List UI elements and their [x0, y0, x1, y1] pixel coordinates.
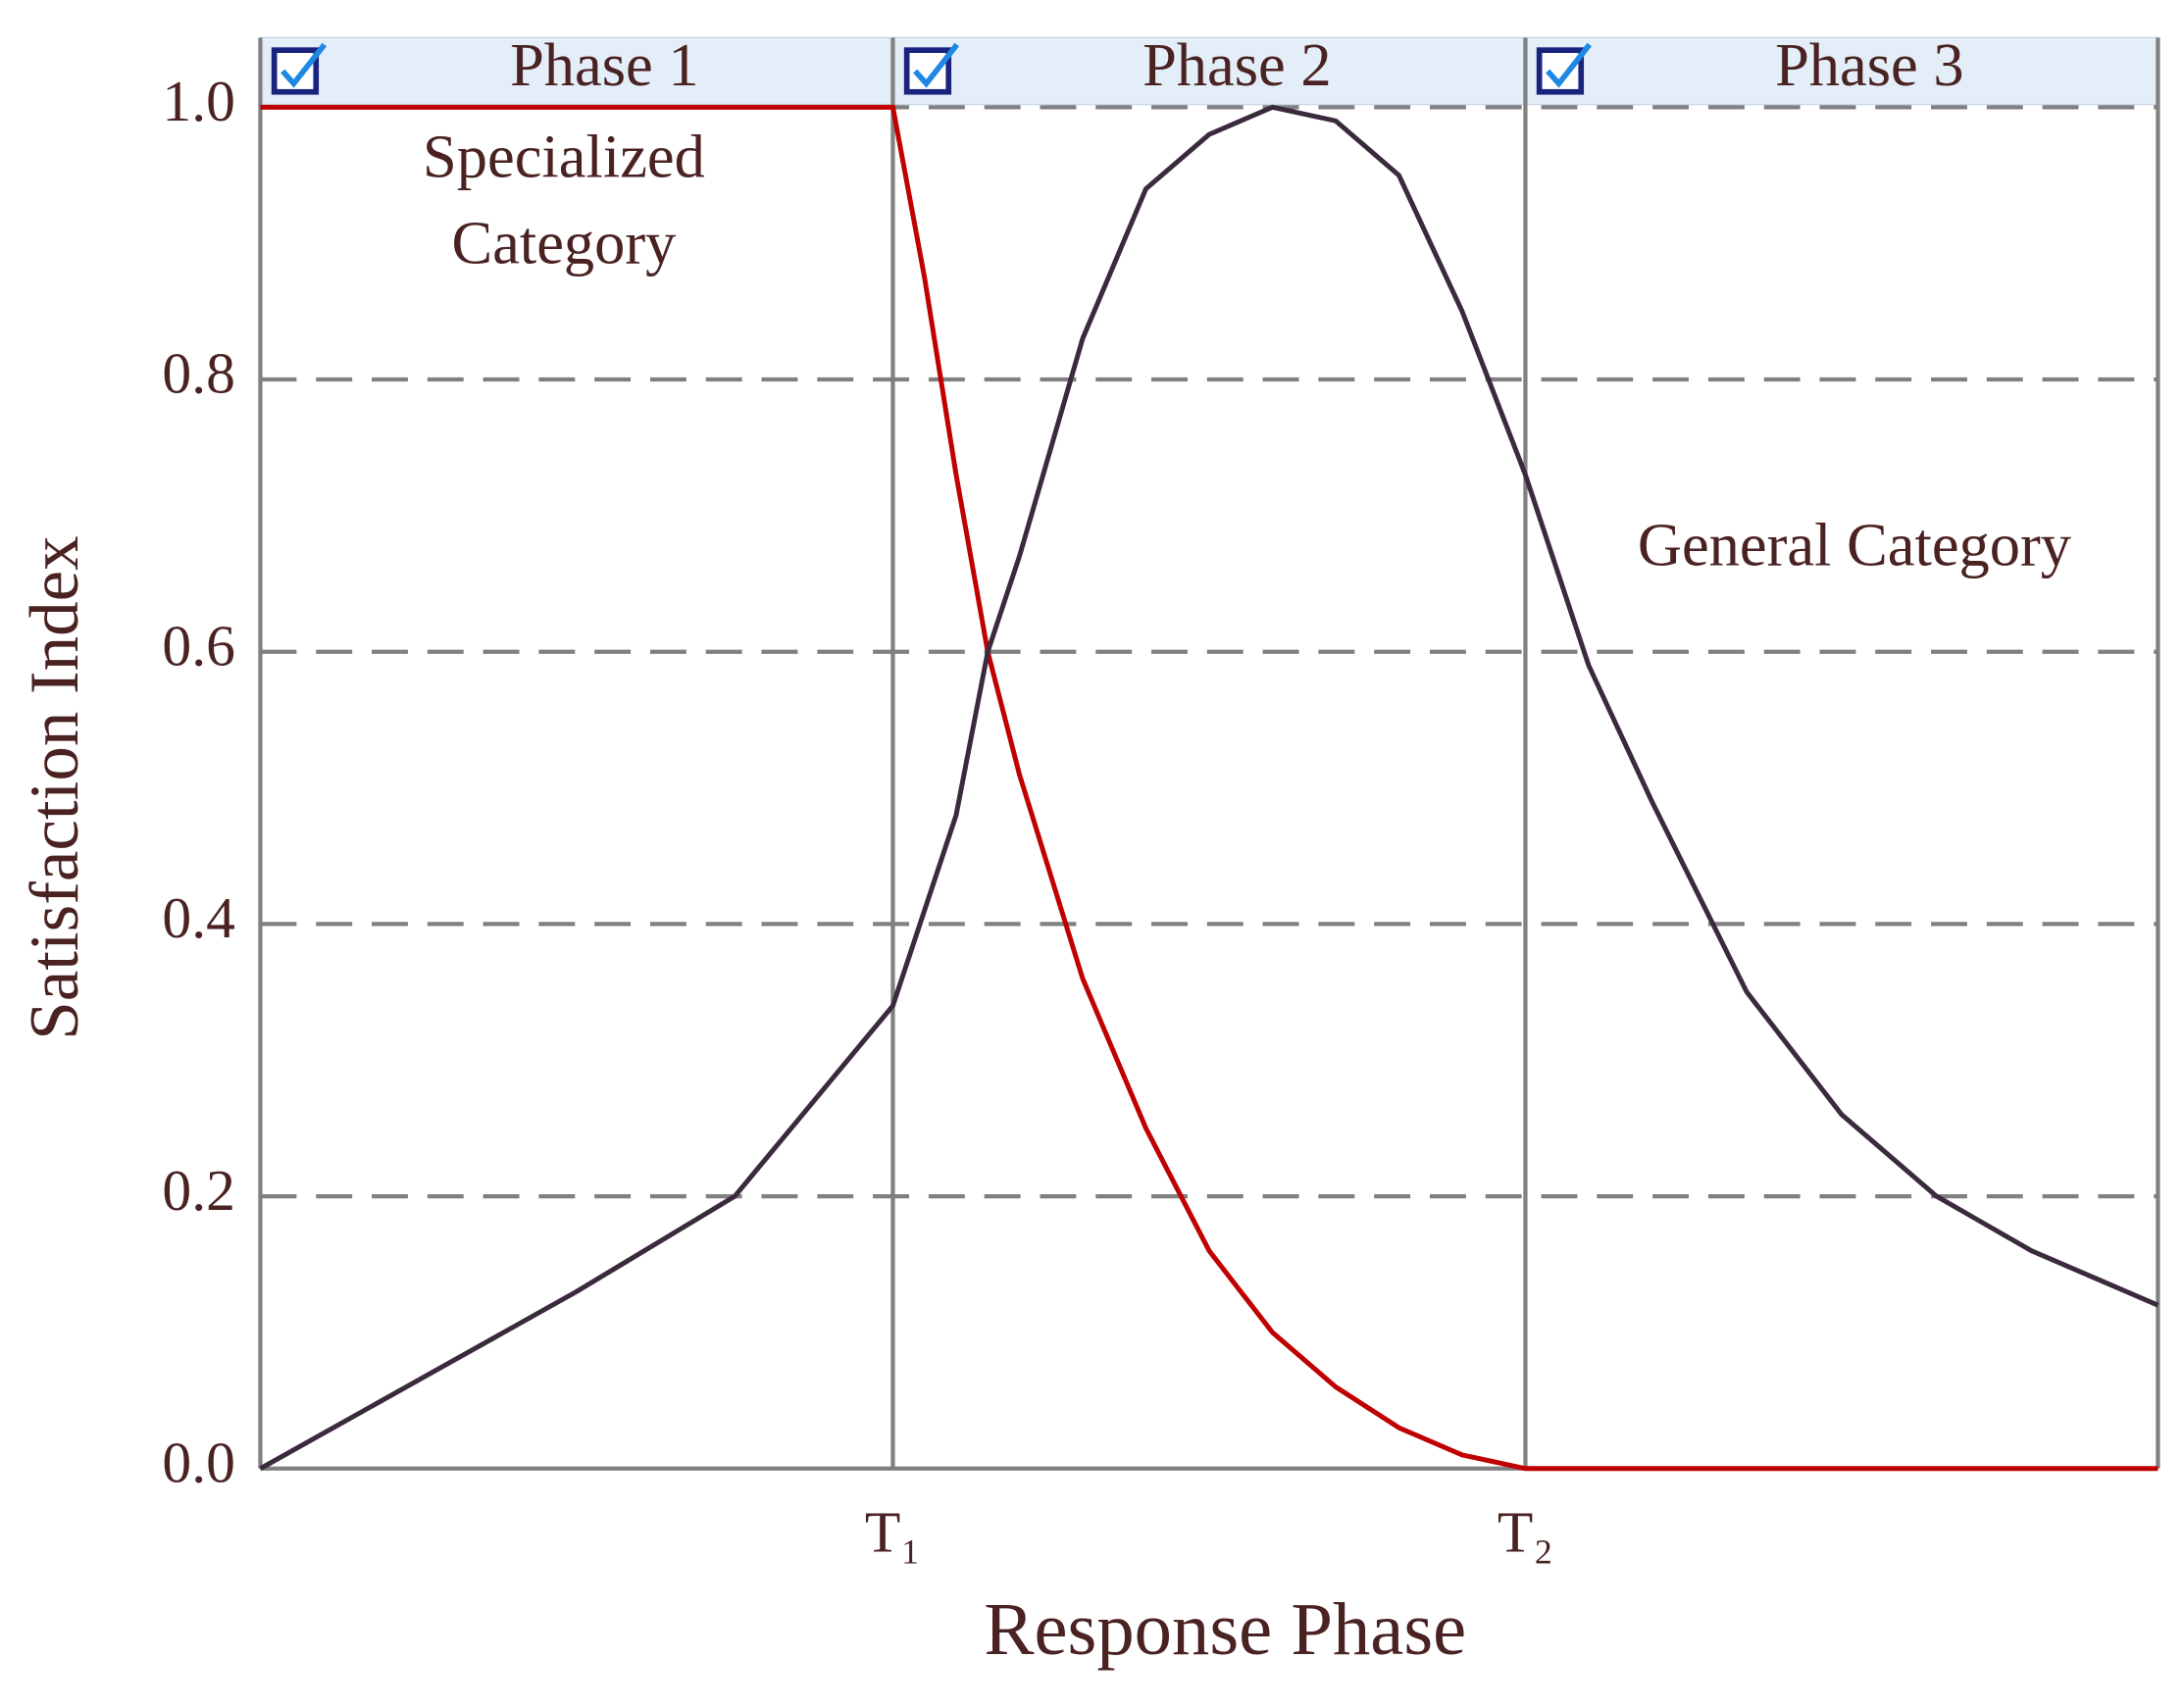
series-line: [260, 104, 2158, 1472]
y-tick-label: 0.6: [162, 613, 235, 678]
phase-label: Phase 1: [510, 30, 699, 99]
y-axis-label: Satisfaction Index: [17, 535, 93, 1039]
y-tick-label: 0.8: [162, 341, 235, 406]
checkmark: [1546, 42, 1592, 88]
checkmark: [913, 42, 959, 88]
x-tick-label: T₁: [865, 1499, 921, 1564]
checkbox[interactable]: [903, 47, 952, 95]
y-tick-label: 0.4: [162, 885, 235, 950]
checkmark: [280, 42, 328, 88]
y-tick-label: 0.2: [162, 1158, 235, 1223]
phase-band: [259, 36, 2159, 106]
phase-label: Phase 2: [1142, 30, 1332, 99]
annotation: General Category: [1638, 511, 2071, 579]
x-axis-label: Response Phase: [984, 1587, 1466, 1671]
y-tick-label: 1.0: [162, 69, 235, 133]
annotation: Category: [451, 208, 676, 276]
series-line: [259, 104, 2159, 1471]
annotation: Specialized: [423, 122, 705, 190]
phase-label: Phase 3: [1775, 30, 1964, 99]
x-tick-label: T₂: [1498, 1499, 1553, 1564]
y-tick-label: 0.0: [162, 1430, 235, 1494]
